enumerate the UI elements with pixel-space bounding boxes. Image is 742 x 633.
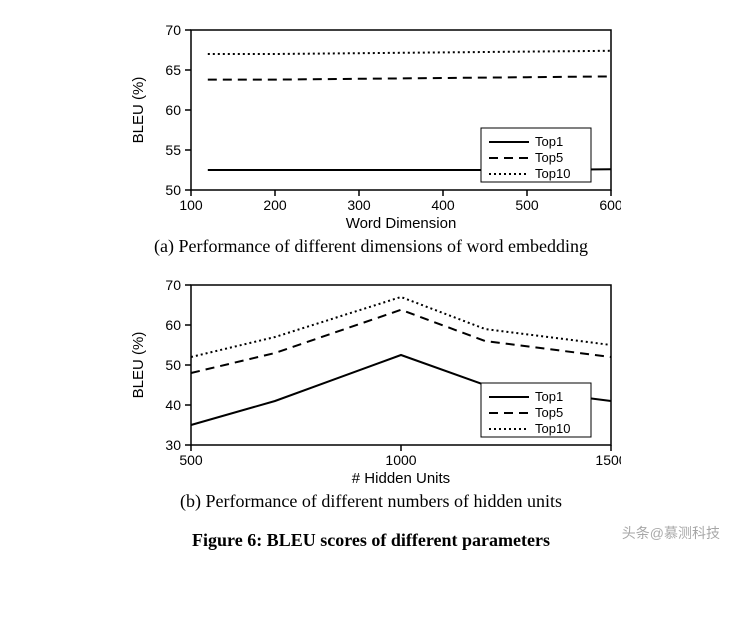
- chart-b: 500 1000 1500 30 40 50 60 70 # Hidden Units BLEU …: [121, 275, 621, 485]
- y-tick-label: 70: [165, 22, 181, 38]
- legend-label-top5: Top5: [535, 150, 563, 165]
- y-axis-label: BLEU (%): [130, 332, 147, 399]
- x-tick-label: 400: [431, 197, 455, 213]
- x-tick-label: 1500: [595, 452, 621, 468]
- watermark-text: 头条@慕测科技: [622, 523, 720, 543]
- y-tick-label: 55: [165, 142, 181, 158]
- legend-label-top10: Top10: [535, 166, 570, 181]
- legend-label-top1: Top1: [535, 134, 563, 149]
- y-axis-label: BLEU (%): [130, 77, 147, 144]
- caption-a: (a) Performance of different dimensions …: [10, 236, 732, 257]
- page-wrap: 100 200 300 400 500 600 50 55 60 65 70 Word Dimensi…: [10, 20, 732, 551]
- chart-a-container: 100 200 300 400 500 600 50 55 60 65 70 Word Dimensi…: [121, 20, 621, 230]
- y-tick-label: 60: [165, 317, 181, 333]
- caption-b: (b) Performance of different numbers of …: [10, 491, 732, 512]
- chart-a: 100 200 300 400 500 600 50 55 60 65 70 Word Dimensi…: [121, 20, 621, 230]
- x-tick-label: 200: [263, 197, 287, 213]
- x-axis-label: Word Dimension: [346, 215, 457, 230]
- x-tick-label: 500: [179, 452, 203, 468]
- x-tick-label: 300: [347, 197, 371, 213]
- y-tick-label: 50: [165, 182, 181, 198]
- chart-b-container: 500 1000 1500 30 40 50 60 70 # Hidden Units BLEU …: [121, 275, 621, 485]
- legend-label-top5: Top5: [535, 405, 563, 420]
- y-tick-label: 50: [165, 357, 181, 373]
- legend-label-top1: Top1: [535, 389, 563, 404]
- y-tick-label: 60: [165, 102, 181, 118]
- x-tick-label: 1000: [385, 452, 416, 468]
- y-tick-label: 65: [165, 62, 181, 78]
- legend-label-top10: Top10: [535, 421, 570, 436]
- y-tick-label: 30: [165, 437, 181, 453]
- x-axis-label: # Hidden Units: [352, 470, 450, 485]
- x-tick-label: 600: [599, 197, 621, 213]
- y-tick-label: 70: [165, 277, 181, 293]
- x-tick-label: 500: [515, 197, 539, 213]
- x-tick-label: 100: [179, 197, 203, 213]
- y-tick-label: 40: [165, 397, 181, 413]
